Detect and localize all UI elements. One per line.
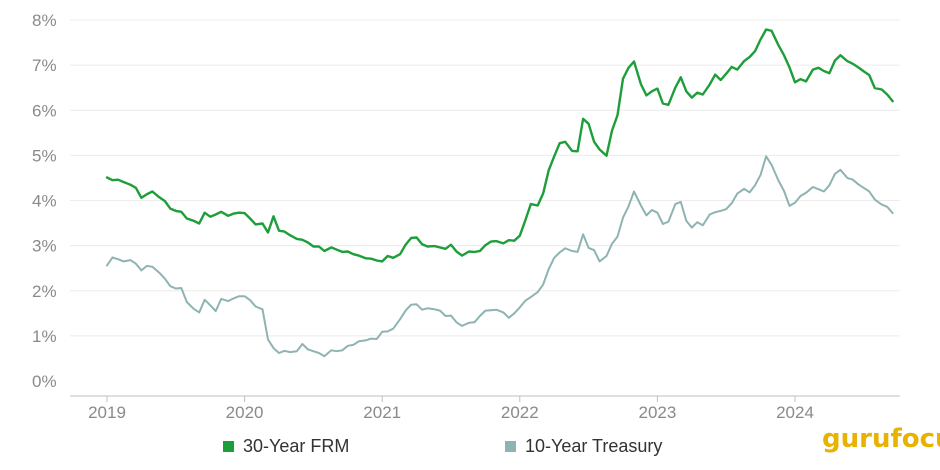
x-tick-label: 2022 bbox=[501, 403, 539, 422]
x-tick-label: 2021 bbox=[363, 403, 401, 422]
y-tick-label: 3% bbox=[32, 237, 57, 256]
y-tick-label: 8% bbox=[32, 11, 57, 30]
y-tick-label: 1% bbox=[32, 327, 57, 346]
y-tick-label: 5% bbox=[32, 146, 57, 165]
y-tick-label: 0% bbox=[32, 372, 57, 391]
x-tick-label: 2020 bbox=[226, 403, 264, 422]
gurufocus-logo: gurufocus bbox=[822, 424, 940, 454]
y-tick-label: 4% bbox=[32, 192, 57, 211]
series-line-treasury bbox=[106, 155, 894, 358]
x-tick-label: 2023 bbox=[638, 403, 676, 422]
legend-swatch-treasury bbox=[505, 440, 516, 452]
x-tick-label: 2019 bbox=[88, 403, 126, 422]
x-axis: 2019 2020 2021 2022 2023 2024 bbox=[70, 395, 900, 422]
legend-label-treasury: 10-Year Treasury bbox=[525, 435, 663, 456]
legend-item-treasury: 10-Year Treasury bbox=[505, 433, 662, 459]
legend-swatch-frm bbox=[223, 440, 234, 452]
y-tick-label: 6% bbox=[32, 101, 57, 120]
series-lines bbox=[105, 28, 894, 358]
legend-item-frm: 30-Year FRM bbox=[223, 433, 349, 459]
y-axis: 0% 1% 2% 3% 4% 5% 6% 7% 8% bbox=[32, 11, 57, 391]
y-tick-label: 7% bbox=[32, 56, 57, 75]
grid-lines bbox=[70, 19, 900, 337]
series-line-frm bbox=[105, 28, 894, 263]
legend-label-frm: 30-Year FRM bbox=[243, 435, 350, 456]
x-tick-label: 2024 bbox=[776, 403, 814, 422]
y-tick-label: 2% bbox=[32, 282, 57, 301]
